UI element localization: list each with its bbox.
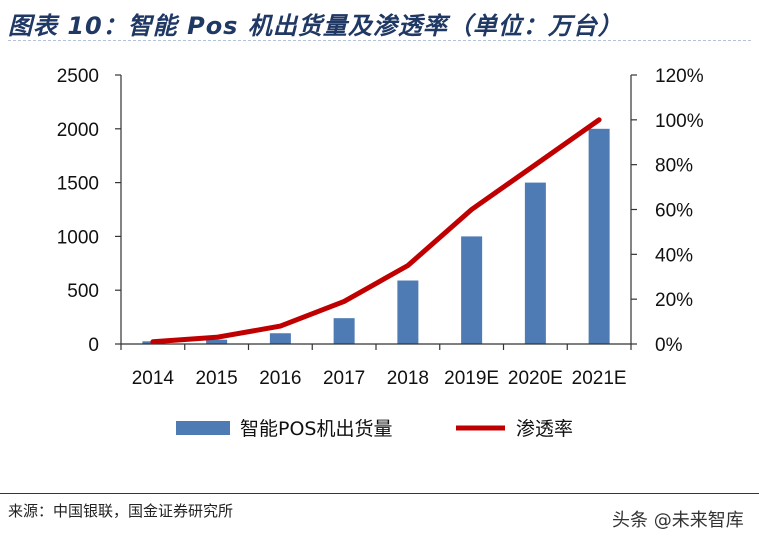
bar (206, 339, 228, 344)
right-tick-label: 80% (655, 156, 693, 177)
x-tick-label: 2019E (444, 368, 499, 389)
x-tick-label: 2020E (508, 368, 563, 389)
right-tick-label: 20% (655, 290, 693, 311)
x-tick-label: 2017 (323, 368, 365, 389)
bar (524, 182, 546, 344)
x-tick-label: 2021E (572, 368, 627, 389)
left-tick-label: 2000 (57, 120, 99, 141)
line-series (150, 117, 602, 345)
bar (588, 128, 610, 344)
legend-line-label: 渗透率 (516, 418, 573, 440)
bar (461, 236, 483, 344)
left-tick-label: 1000 (57, 227, 99, 248)
left-axis-ticks: 0 500 1000 1500 2000 2500 (57, 66, 121, 356)
legend-bar-swatch (176, 421, 230, 435)
title-divider (8, 40, 751, 41)
left-tick-label: 1500 (57, 174, 99, 195)
right-tick-label: 40% (655, 245, 693, 266)
left-tick-label: 2500 (57, 66, 99, 87)
right-tick-label: 120% (655, 66, 704, 87)
combo-chart: 0 500 1000 1500 2000 2500 0% 20% 40% 60% 80% 100% 1… (57, 66, 704, 440)
right-axis-ticks: 0% 20% 40% 60% 80% 100% 120% (631, 66, 704, 356)
bar-series (142, 128, 610, 344)
x-tick-label: 2014 (132, 368, 175, 389)
axes (120, 75, 632, 350)
legend: 智能POS机出货量 渗透率 (176, 418, 573, 440)
left-tick-label: 500 (67, 281, 99, 302)
right-tick-label: 100% (655, 111, 704, 132)
bar (333, 318, 355, 344)
bar (397, 280, 419, 344)
x-axis-labels: 2014 2015 2016 2017 2018 2019E 2020E 2021E (132, 368, 627, 389)
x-tick-label: 2015 (195, 368, 237, 389)
chart-title: 图表 10：智能 Pos 机出货量及渗透率（单位：万台） (8, 12, 623, 40)
penetration-line (150, 117, 602, 345)
bar (269, 333, 291, 344)
watermark: 头条 @未来智库 (612, 510, 744, 531)
x-tick-label: 2018 (387, 368, 429, 389)
source-note: 来源：中国银联，国金证券研究所 (8, 502, 234, 520)
left-tick-label: 0 (88, 335, 99, 356)
footer-divider (0, 493, 759, 494)
right-tick-label: 60% (655, 201, 693, 222)
legend-bar-label: 智能POS机出货量 (240, 418, 392, 440)
x-tick-label: 2016 (259, 368, 301, 389)
right-tick-label: 0% (655, 335, 683, 356)
